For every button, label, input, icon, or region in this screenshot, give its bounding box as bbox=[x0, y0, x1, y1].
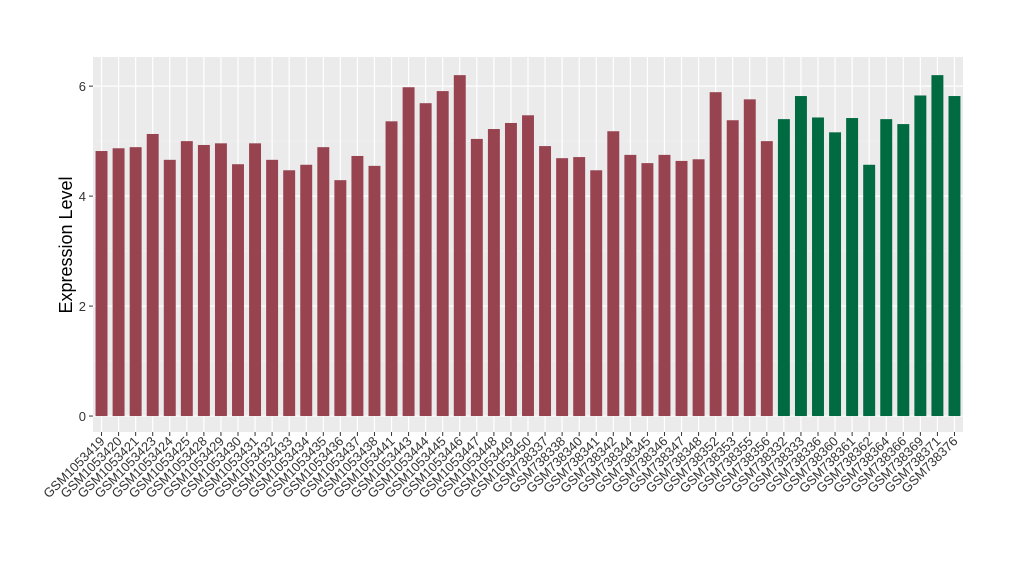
bar bbox=[794, 96, 807, 417]
bar bbox=[931, 75, 944, 417]
bar bbox=[419, 103, 432, 417]
bar bbox=[453, 75, 466, 417]
bar bbox=[556, 158, 569, 417]
bar bbox=[522, 115, 534, 417]
bar bbox=[897, 124, 910, 417]
bar bbox=[590, 170, 603, 417]
bar bbox=[812, 117, 824, 417]
bar bbox=[163, 159, 176, 417]
bar bbox=[829, 132, 842, 417]
bar bbox=[300, 164, 313, 417]
bar bbox=[539, 146, 552, 417]
bar bbox=[692, 159, 705, 417]
bar bbox=[573, 157, 586, 417]
bar bbox=[146, 133, 159, 417]
bar bbox=[385, 121, 398, 417]
bar bbox=[624, 154, 637, 417]
bar bbox=[743, 99, 756, 417]
bar bbox=[197, 144, 210, 417]
bar bbox=[436, 91, 449, 417]
bar bbox=[709, 92, 722, 417]
y-tick-label: 2 bbox=[79, 299, 86, 314]
bar bbox=[948, 96, 961, 417]
bar bbox=[402, 87, 415, 417]
bar bbox=[641, 163, 654, 417]
bar bbox=[658, 154, 671, 417]
y-tick-label: 4 bbox=[79, 189, 86, 204]
bar bbox=[760, 141, 773, 417]
bar bbox=[504, 122, 517, 417]
bar bbox=[675, 160, 688, 417]
bar bbox=[112, 148, 125, 417]
bar bbox=[846, 118, 859, 417]
bar bbox=[214, 143, 227, 417]
bar bbox=[283, 170, 296, 417]
bar bbox=[334, 180, 347, 417]
bar bbox=[249, 143, 262, 417]
bar bbox=[726, 120, 739, 417]
y-tick-label: 6 bbox=[79, 79, 86, 94]
bar bbox=[351, 155, 364, 417]
y-axis-label: Expression Level bbox=[56, 176, 76, 313]
bar bbox=[129, 147, 142, 417]
bar bbox=[470, 138, 483, 417]
bar bbox=[914, 95, 927, 417]
bar bbox=[180, 141, 193, 417]
bar bbox=[368, 165, 381, 417]
bar bbox=[232, 164, 244, 417]
bar bbox=[95, 151, 108, 417]
y-tick-label: 0 bbox=[79, 409, 86, 424]
bar bbox=[317, 147, 330, 417]
bar bbox=[607, 131, 620, 417]
bar bbox=[487, 129, 500, 417]
bar bbox=[863, 164, 876, 417]
bar bbox=[266, 159, 279, 417]
bar bbox=[880, 119, 893, 417]
bar bbox=[777, 119, 790, 417]
